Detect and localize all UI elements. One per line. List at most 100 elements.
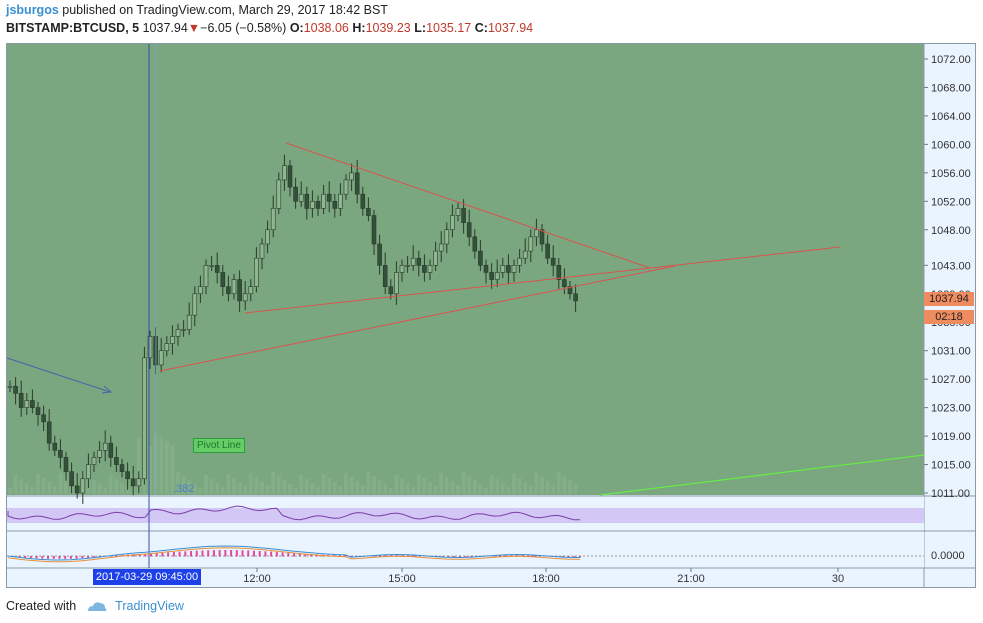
candle[interactable] (522, 250, 528, 259)
candle[interactable] (427, 265, 433, 273)
candle[interactable] (371, 215, 377, 245)
candle[interactable] (545, 243, 550, 259)
candle[interactable] (332, 200, 338, 209)
candle[interactable] (63, 457, 69, 472)
candle[interactable] (7, 385, 13, 388)
candle[interactable] (254, 257, 259, 287)
candle[interactable] (13, 385, 18, 394)
candle[interactable] (455, 208, 461, 216)
candle[interactable] (74, 485, 80, 494)
candle[interactable] (125, 471, 130, 480)
candle[interactable] (562, 279, 567, 287)
candle[interactable] (147, 336, 153, 359)
candle[interactable] (326, 193, 332, 202)
candle[interactable] (102, 442, 108, 451)
candle[interactable] (343, 179, 349, 195)
candle[interactable] (69, 471, 74, 487)
pivot-line-label[interactable]: Pivot Line (193, 438, 245, 453)
candle[interactable] (164, 343, 170, 352)
candle[interactable] (338, 193, 343, 209)
candle[interactable] (30, 400, 35, 408)
candle[interactable] (472, 236, 478, 252)
candle[interactable] (242, 293, 248, 302)
symbol-name[interactable]: BITSTAMP:BTCUSD, 5 (6, 21, 140, 35)
candle[interactable] (539, 229, 545, 245)
candle[interactable] (298, 193, 304, 202)
author-link[interactable]: jsburgos (6, 3, 59, 17)
candle[interactable] (478, 250, 483, 266)
candle[interactable] (410, 257, 416, 266)
candle[interactable] (450, 215, 455, 231)
candle[interactable] (556, 265, 562, 280)
candle[interactable] (136, 478, 142, 487)
support-trendline[interactable] (159, 265, 676, 372)
candle[interactable] (181, 329, 186, 331)
candle[interactable] (198, 286, 203, 295)
candle[interactable] (226, 286, 231, 295)
candle[interactable] (534, 229, 539, 238)
candle[interactable] (416, 257, 422, 266)
candle[interactable] (18, 393, 24, 408)
candle[interactable] (511, 265, 517, 273)
lower-trendline[interactable] (244, 246, 841, 314)
candle[interactable] (192, 293, 198, 316)
candle[interactable] (35, 407, 41, 416)
candle[interactable] (354, 172, 360, 195)
candle[interactable] (438, 243, 444, 252)
candle[interactable] (248, 286, 254, 295)
candle[interactable] (108, 442, 114, 458)
candle[interactable] (466, 222, 472, 238)
candle[interactable] (237, 279, 242, 302)
candle[interactable] (186, 314, 192, 330)
candle[interactable] (119, 464, 125, 472)
tradingview-brand-link[interactable]: TradingView (115, 599, 184, 613)
candle[interactable] (130, 478, 136, 487)
candle[interactable] (377, 243, 382, 266)
candle[interactable] (46, 421, 52, 444)
candle[interactable] (315, 200, 321, 209)
candle[interactable] (80, 478, 86, 494)
candle[interactable] (158, 350, 164, 366)
candle[interactable] (310, 200, 315, 209)
candle[interactable] (259, 243, 265, 259)
candle[interactable] (231, 279, 237, 295)
candle[interactable] (567, 286, 573, 295)
candle[interactable] (528, 236, 534, 252)
candle[interactable] (304, 193, 310, 209)
candle[interactable] (209, 265, 214, 267)
candle[interactable] (573, 293, 578, 302)
candle[interactable] (97, 450, 102, 458)
candle[interactable] (282, 165, 287, 181)
candle[interactable] (270, 208, 276, 231)
candle[interactable] (500, 265, 506, 273)
candle[interactable] (276, 179, 282, 209)
candle[interactable] (91, 457, 97, 465)
candle[interactable] (422, 265, 427, 273)
candle[interactable] (494, 272, 500, 280)
candle[interactable] (321, 193, 326, 209)
candle[interactable] (52, 442, 58, 451)
candle[interactable] (203, 265, 209, 287)
candle[interactable] (433, 250, 438, 266)
candle[interactable] (58, 450, 63, 458)
candle[interactable] (175, 329, 181, 337)
candle[interactable] (506, 265, 511, 273)
candle[interactable] (349, 172, 354, 181)
candle[interactable] (170, 336, 175, 344)
candle[interactable] (388, 286, 394, 295)
candle[interactable] (293, 186, 298, 202)
candle[interactable] (399, 265, 405, 273)
candle[interactable] (114, 457, 119, 465)
candle[interactable] (86, 464, 91, 480)
candle[interactable] (489, 272, 494, 280)
candle[interactable] (394, 272, 399, 295)
candle[interactable] (287, 165, 293, 188)
candle[interactable] (220, 272, 226, 287)
pivot-line[interactable] (599, 454, 925, 496)
candle[interactable] (265, 229, 270, 245)
candle[interactable] (405, 265, 410, 267)
upper-trendline[interactable] (285, 142, 651, 269)
candle[interactable] (366, 208, 371, 216)
candle[interactable] (550, 257, 556, 266)
